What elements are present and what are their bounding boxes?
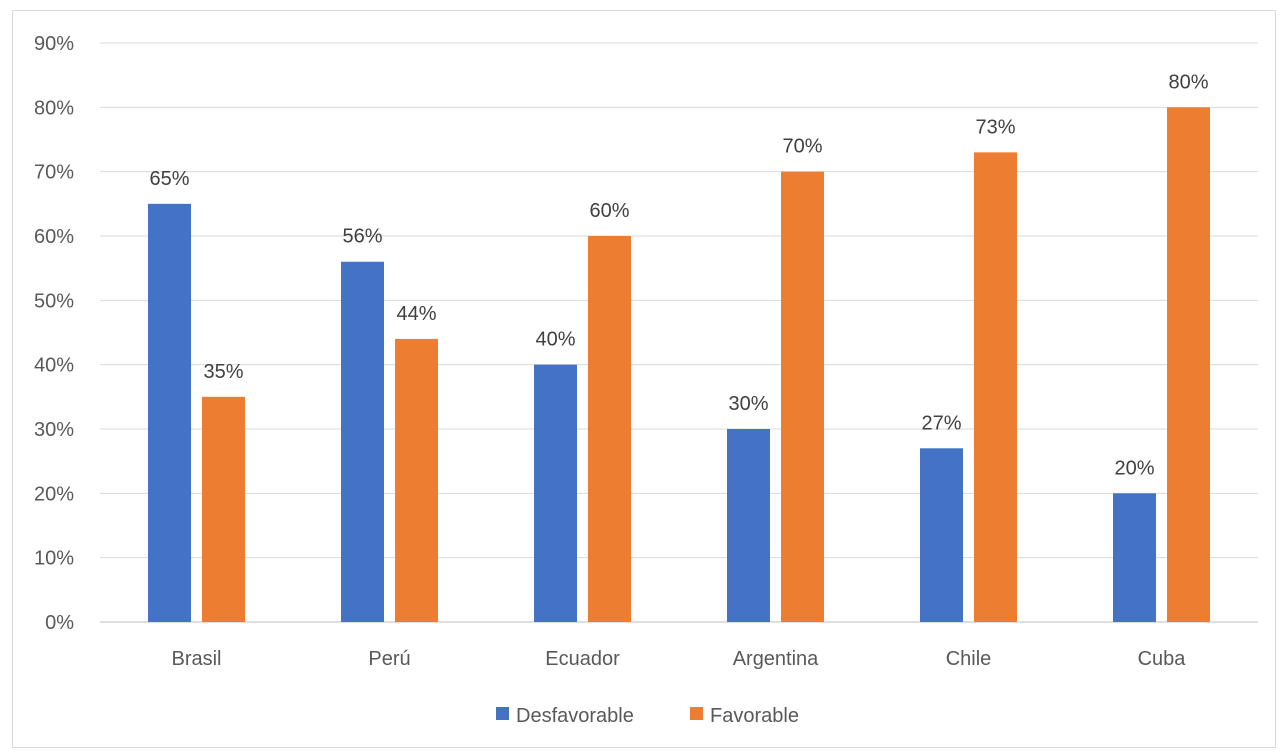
y-tick-label: 40%	[34, 355, 74, 377]
data-label: 56%	[342, 226, 382, 248]
data-label: 27%	[921, 412, 961, 434]
bar-favorable-cuba	[1167, 107, 1210, 623]
bar-favorable-ecuador	[588, 236, 631, 622]
y-tick-label: 60%	[34, 226, 74, 248]
bar-desfavorable-chile	[920, 448, 963, 622]
legend-swatch-desfavorable	[496, 707, 509, 720]
legend-label: Favorable	[710, 705, 799, 727]
x-tick-label: Brasil	[171, 648, 221, 670]
bar-desfavorable-brasil	[148, 203, 191, 623]
chart-frame	[12, 10, 1276, 748]
bar-favorable-argentina	[781, 171, 824, 622]
gridlines	[100, 42, 1258, 623]
data-label: 70%	[782, 136, 822, 158]
data-label: 65%	[149, 168, 189, 190]
bars	[148, 107, 1210, 623]
bar-favorable-chile	[974, 152, 1017, 622]
y-tick-label: 70%	[34, 162, 74, 184]
data-label: 20%	[1114, 457, 1154, 479]
y-tick-label: 30%	[34, 419, 74, 441]
data-label: 44%	[396, 303, 436, 325]
x-tick-label: Ecuador	[545, 648, 620, 670]
x-axis-ticks: Brasil Perú Ecuador Argentina Chile Cuba	[171, 648, 1186, 670]
data-label: 40%	[535, 329, 575, 351]
y-axis-ticks: 0% 10% 20% 30% 40% 50% 60% 70% 80% 90%	[34, 33, 74, 634]
y-tick-label: 20%	[34, 483, 74, 505]
y-tick-label: 0%	[45, 612, 74, 634]
bar-desfavorable-argentina	[727, 429, 770, 622]
x-tick-label: Chile	[946, 648, 992, 670]
bar-desfavorable-perú	[341, 261, 384, 622]
bar-desfavorable-cuba	[1113, 493, 1156, 622]
legend: Desfavorable Favorable	[496, 705, 799, 727]
data-label: 73%	[975, 116, 1015, 138]
x-tick-label: Perú	[368, 648, 410, 670]
data-label: 35%	[203, 361, 243, 383]
legend-swatch-favorable	[690, 707, 703, 720]
data-label: 30%	[728, 393, 768, 415]
data-label: 80%	[1168, 71, 1208, 93]
bar-desfavorable-ecuador	[534, 364, 577, 622]
data-labels: 65% 35% 56% 44% 40% 60% 30% 70% 27% 73% 20% 80%	[149, 71, 1208, 479]
data-label: 60%	[589, 200, 629, 222]
bar-favorable-brasil	[202, 396, 245, 622]
y-tick-label: 80%	[34, 97, 74, 119]
x-tick-label: Cuba	[1138, 648, 1187, 670]
y-tick-label: 10%	[34, 548, 74, 570]
legend-label: Desfavorable	[516, 705, 634, 727]
x-tick-label: Argentina	[733, 648, 819, 670]
bar-favorable-perú	[395, 338, 438, 622]
y-tick-label: 50%	[34, 290, 74, 312]
y-tick-label: 90%	[34, 33, 74, 55]
